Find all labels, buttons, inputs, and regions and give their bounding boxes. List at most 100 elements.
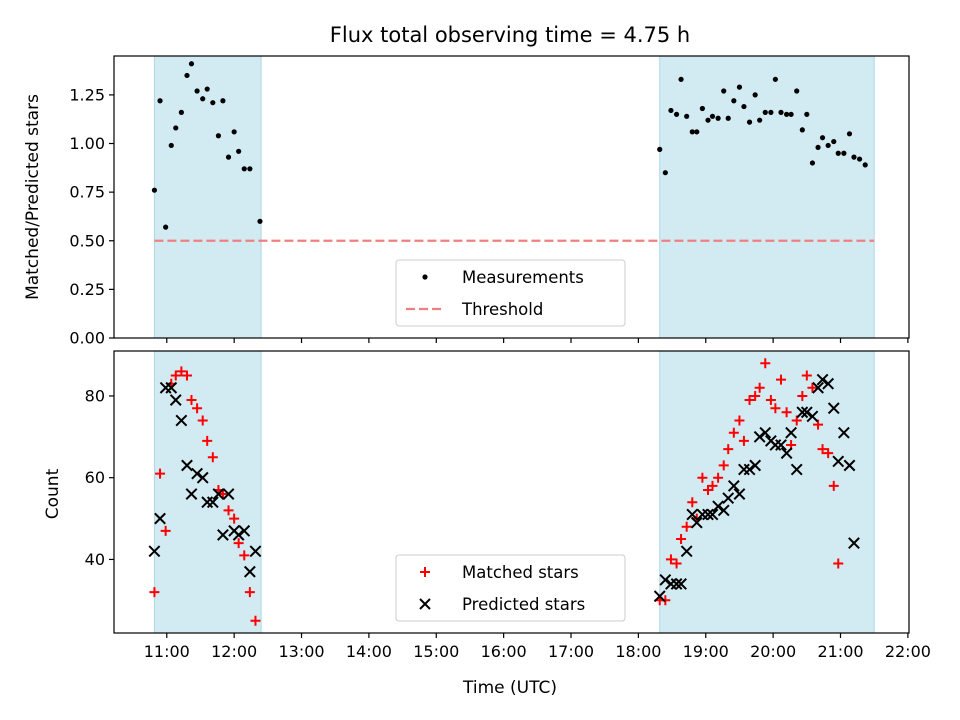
matched-star-point bbox=[229, 513, 240, 524]
measurement-point bbox=[721, 88, 727, 94]
observing-window-shade bbox=[659, 350, 875, 634]
measurement-point bbox=[210, 100, 216, 106]
matched-star-point bbox=[728, 427, 739, 438]
x-tick-label: 19:00 bbox=[683, 642, 729, 661]
predicted-star-point bbox=[185, 488, 198, 500]
predicted-star-point bbox=[238, 524, 251, 537]
measurement-point bbox=[731, 98, 737, 104]
predicted-star-point bbox=[706, 508, 719, 521]
predicted-star-point bbox=[837, 426, 850, 439]
measurement-point bbox=[715, 115, 721, 121]
predicted-star-point bbox=[249, 545, 262, 558]
predicted-star-point bbox=[806, 410, 819, 423]
predicted-star-point bbox=[727, 479, 740, 492]
predicted-star-point bbox=[659, 573, 672, 586]
measurement-point bbox=[673, 111, 680, 117]
x-tick-label: 13:00 bbox=[278, 642, 324, 661]
predicted-star-point bbox=[832, 455, 845, 468]
y-tick-label: 0.25 bbox=[69, 280, 105, 299]
matched-star-point bbox=[813, 419, 824, 430]
x-tick-label: 12:00 bbox=[211, 642, 257, 661]
legend-matched-swatch bbox=[420, 567, 430, 577]
matched-star-point bbox=[181, 370, 192, 381]
bottom-panel: 40 60 80 11:00 12:00 13:00 14:00 15:00 16:00 17:0… bbox=[85, 350, 931, 661]
measurement-point bbox=[231, 129, 237, 135]
matched-star-point bbox=[202, 435, 213, 446]
x-tick-label: 22:00 bbox=[885, 642, 931, 661]
matched-star-point bbox=[765, 395, 776, 406]
predicted-star-point bbox=[722, 492, 735, 505]
predicted-star-point bbox=[181, 459, 193, 472]
measurement-point bbox=[851, 154, 857, 160]
measurement-point bbox=[746, 119, 753, 125]
predicted-star-point bbox=[702, 508, 714, 521]
x-tick-label: 17:00 bbox=[548, 642, 594, 661]
measurement-point bbox=[752, 92, 758, 98]
matched-star-point bbox=[676, 534, 687, 544]
axes-frame bbox=[113, 55, 910, 339]
legend-box bbox=[395, 554, 626, 622]
matched-star-point bbox=[734, 415, 745, 426]
matched-star-point bbox=[250, 615, 261, 626]
predicted-star-point bbox=[154, 512, 166, 525]
legend: Matched stars Predicted stars bbox=[395, 554, 626, 622]
matched-star-point bbox=[176, 366, 187, 377]
predicted-star-point bbox=[790, 463, 803, 476]
matched-star-point bbox=[170, 370, 181, 381]
matched-star-point bbox=[781, 407, 792, 418]
measurement-point bbox=[815, 144, 821, 151]
legend-predicted-swatch bbox=[419, 598, 431, 610]
matched-star-point bbox=[713, 472, 724, 483]
measurement-point bbox=[215, 133, 222, 139]
y-tick-label: 0.50 bbox=[69, 231, 105, 250]
y-tick-label: 0.75 bbox=[69, 183, 105, 202]
measurement-point bbox=[725, 115, 731, 121]
matched-star-point bbox=[750, 390, 761, 401]
measurement-point bbox=[705, 117, 711, 123]
predicted-star-point bbox=[717, 504, 730, 517]
predicted-star-point bbox=[206, 496, 219, 509]
x-tick-label: 16:00 bbox=[481, 642, 527, 661]
measurement-point bbox=[188, 61, 195, 67]
predicted-star-point bbox=[812, 381, 824, 394]
measurement-point bbox=[835, 150, 841, 156]
measurement-point bbox=[799, 127, 805, 133]
measurement-point bbox=[668, 107, 674, 114]
predicted-star-point bbox=[653, 590, 666, 603]
measurement-point bbox=[772, 76, 778, 82]
legend-entry-label: Threshold bbox=[461, 300, 543, 319]
measurement-point bbox=[684, 113, 690, 119]
matched-star-point bbox=[155, 468, 166, 479]
predicted-star-point bbox=[148, 545, 161, 558]
y-tick-label: 0.00 bbox=[69, 329, 105, 348]
measurement-point bbox=[741, 103, 747, 110]
y-tick-label: 40 bbox=[85, 550, 105, 569]
matched-star-point bbox=[207, 452, 218, 463]
matched-star-point bbox=[186, 395, 197, 406]
measurement-point bbox=[163, 224, 169, 230]
matched-star-point bbox=[823, 448, 834, 459]
matched-star-point bbox=[660, 595, 671, 606]
observing-window-shade bbox=[659, 55, 875, 339]
matched-star-point bbox=[239, 550, 250, 561]
matched-star-point bbox=[149, 587, 160, 598]
measurement-point bbox=[157, 98, 163, 104]
measurement-point bbox=[220, 98, 226, 104]
predicted-star-point bbox=[217, 529, 229, 541]
matched-star-point bbox=[807, 382, 818, 393]
measurement-point bbox=[194, 88, 200, 94]
observing-window-shade bbox=[153, 55, 262, 339]
predicted-star-point bbox=[848, 537, 860, 549]
measurement-point bbox=[699, 105, 705, 112]
predicted-star-point bbox=[780, 447, 793, 460]
predicted-star-point bbox=[843, 459, 856, 472]
y-tick-label: 1.00 bbox=[69, 134, 105, 153]
x-tick-label: 18:00 bbox=[615, 642, 661, 661]
matched-star-point bbox=[244, 587, 255, 598]
measurement-point bbox=[184, 72, 190, 79]
measurement-point bbox=[762, 109, 768, 115]
matched-star-point bbox=[797, 390, 808, 401]
measurement-point bbox=[694, 129, 700, 135]
matched-star-point bbox=[718, 460, 729, 471]
